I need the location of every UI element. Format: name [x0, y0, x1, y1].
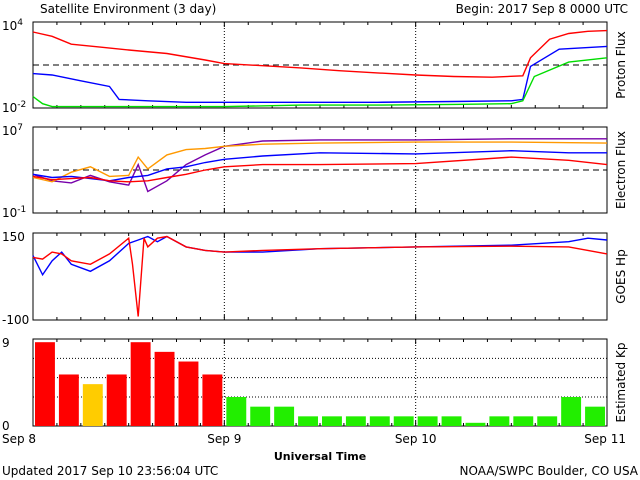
y-tick-label-bottom: 10-1: [2, 205, 26, 220]
series-line-0: [32, 235, 608, 277]
series-line-1: [32, 235, 608, 317]
y-tick-label-top: 104: [2, 18, 23, 33]
kp-bar: [417, 416, 438, 426]
kp-bar: [561, 397, 582, 426]
credit-text: NOAA/SWPC Boulder, CO USA: [460, 464, 639, 478]
y-axis-label: Proton Flux: [614, 31, 628, 98]
y-tick-label-top: 150: [2, 230, 25, 244]
x-tick-label: Sep 9: [207, 432, 241, 446]
kp-bar: [202, 374, 223, 426]
chart-title: Satellite Environment (3 day): [40, 2, 216, 16]
x-axis-label: Universal Time: [274, 450, 366, 463]
x-axis-ticks: Sep 8 Sep 9 Sep 10 Sep 11: [2, 432, 626, 446]
series-line-1: [32, 141, 608, 183]
kp-bar: [226, 397, 247, 426]
y-tick-label-top: 107: [2, 123, 23, 138]
kp-bar: [322, 416, 342, 426]
kp-bar: [130, 342, 151, 426]
kp-bar: [369, 416, 390, 426]
kp-bar: [106, 374, 127, 426]
series-line-1: [32, 45, 608, 104]
kp-bar: [82, 384, 103, 426]
y-axis-label: Electron Flux: [614, 131, 628, 209]
x-tick-label: Sep 10: [395, 432, 437, 446]
kp-bar: [178, 361, 199, 426]
kp-bar: [274, 406, 295, 426]
kp-bar: [250, 406, 271, 426]
series-line-3: [32, 156, 608, 183]
begin-time: Begin: 2017 Sep 8 0000 UTC: [456, 2, 628, 16]
series-line-0: [32, 29, 608, 78]
y-tick-label-bottom: 0: [2, 419, 10, 433]
y-tick-label-bottom: 10-2: [2, 100, 26, 115]
kp-bar: [58, 374, 79, 426]
kp-bar: [537, 416, 558, 426]
kp-bar: [441, 416, 462, 426]
kp-bar: [465, 422, 486, 426]
x-tick-label: Sep 11: [584, 432, 626, 446]
kp-bar: [585, 406, 605, 426]
kp-bar: [489, 416, 510, 426]
kp-bar: [393, 416, 414, 426]
kp-bar: [513, 416, 534, 426]
y-axis-label: GOES Hp: [614, 249, 628, 303]
proton-flux-panel: 104 10-2 Proton Flux: [2, 18, 628, 115]
x-tick-label: Sep 8: [2, 432, 36, 446]
y-axis-label: Estimated Kp: [614, 343, 628, 423]
goes-hp-panel: 150 -100 GOES Hp: [2, 230, 628, 327]
kp-bar: [345, 416, 366, 426]
estimated-kp-panel: 9 0 Estimated Kp: [2, 336, 628, 433]
updated-timestamp: Updated 2017 Sep 10 23:56:04 UTC: [2, 464, 218, 478]
kp-bar: [154, 351, 175, 426]
series-line-2: [32, 57, 608, 108]
y-tick-label-bottom: -100: [2, 313, 29, 327]
electron-flux-panel: 107 10-1 Electron Flux: [2, 123, 628, 220]
kp-bar: [298, 416, 318, 426]
panel-frame: [32, 21, 608, 109]
kp-bar: [35, 342, 55, 426]
y-tick-label-top: 9: [2, 336, 10, 350]
